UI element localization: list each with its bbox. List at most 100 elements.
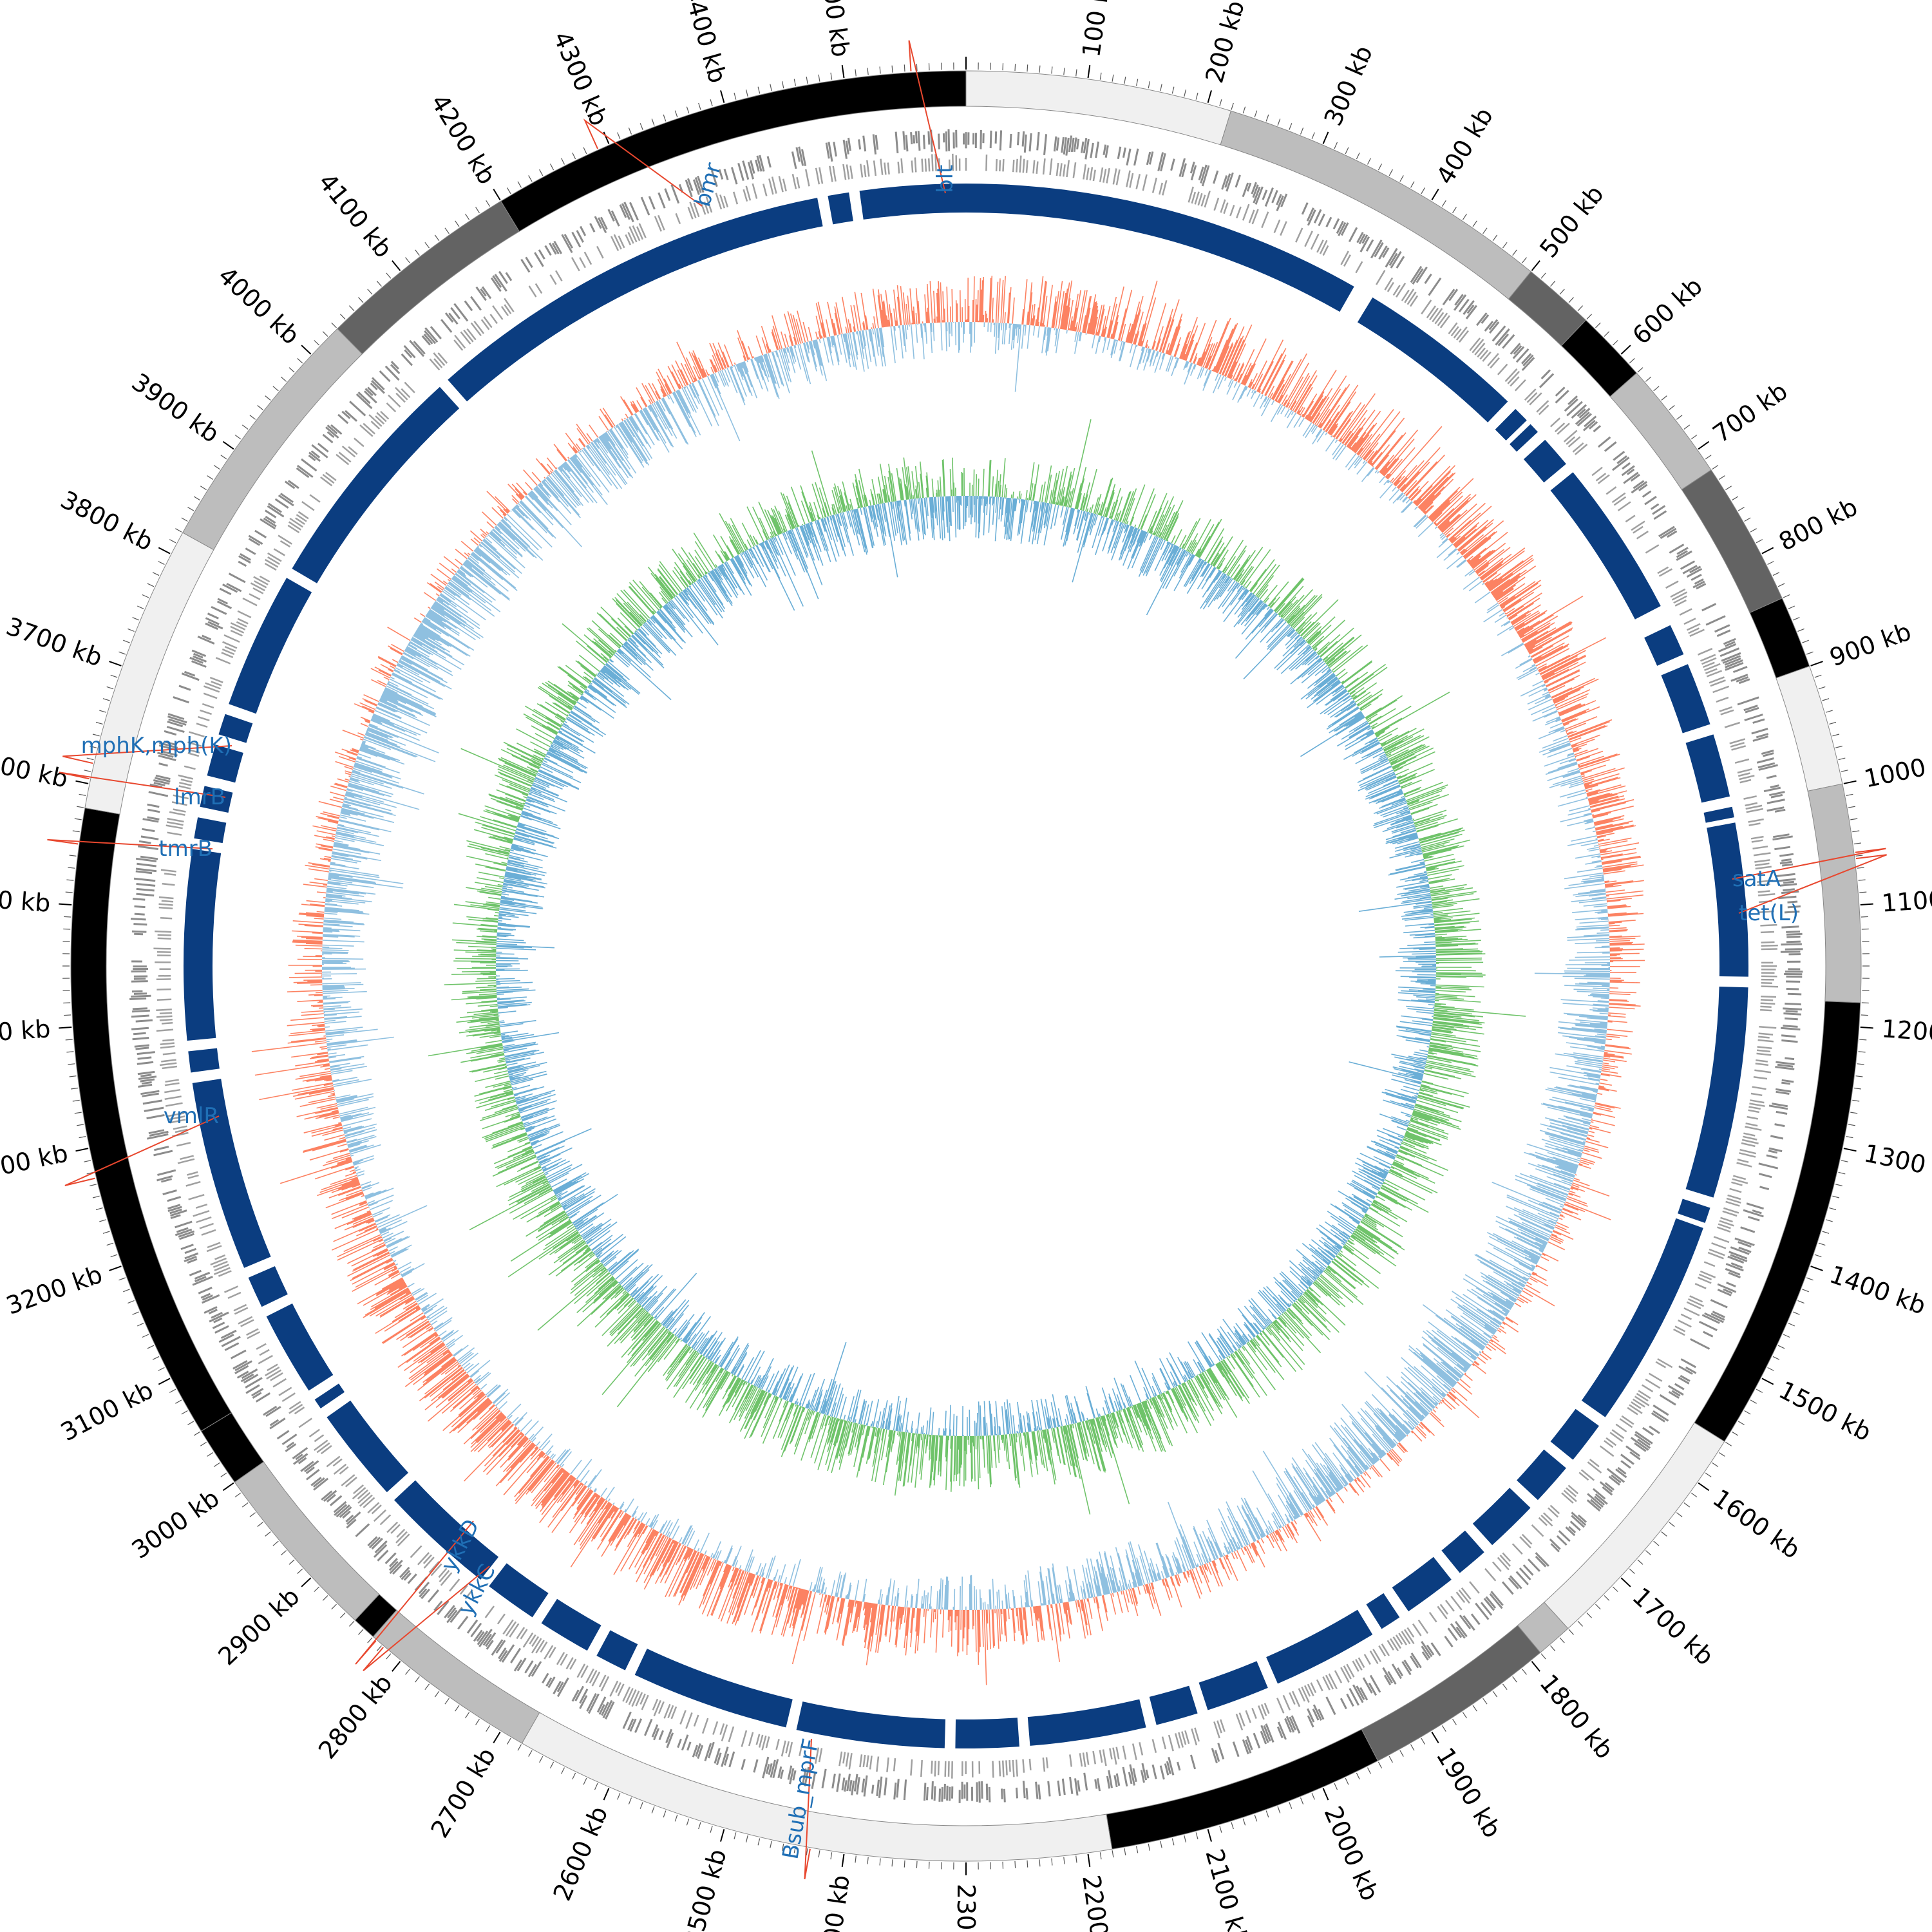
tick-label: 700 kb bbox=[1708, 377, 1793, 448]
gene-label: mphK,mph(K) bbox=[81, 733, 232, 759]
gene-label: lmrB bbox=[174, 784, 225, 810]
annotation-leader-line bbox=[908, 40, 946, 194]
tick-label: 3900 kb bbox=[127, 368, 225, 448]
annotation-leader-line bbox=[62, 745, 232, 764]
tick-label: 3700 kb bbox=[3, 612, 106, 672]
blue-block-30 bbox=[394, 1480, 499, 1580]
tick-label: 4500 kb bbox=[813, 0, 855, 59]
annotation-leader-line bbox=[1738, 854, 1887, 914]
blue-block-ring bbox=[184, 184, 1749, 1749]
major-ticks bbox=[59, 57, 1873, 1875]
tick-label: 1000 kb bbox=[1862, 745, 1932, 793]
blue-block-12 bbox=[1678, 1198, 1710, 1224]
blue-block-11 bbox=[1685, 986, 1748, 1198]
blue-block-23 bbox=[1027, 1699, 1146, 1746]
annotation-leader-line bbox=[583, 118, 703, 207]
blue-block-29 bbox=[489, 1563, 549, 1618]
blue-block-43 bbox=[292, 386, 460, 583]
blue-block-2 bbox=[1495, 409, 1527, 441]
blue-block-39 bbox=[200, 786, 233, 813]
contig-segment-20 bbox=[84, 532, 214, 815]
blue-block-42 bbox=[229, 578, 312, 714]
gene-label: satA bbox=[1732, 866, 1781, 892]
blue-block-17 bbox=[1441, 1530, 1484, 1573]
minor-ticks bbox=[62, 62, 1870, 1870]
blue-block-33 bbox=[266, 1303, 334, 1391]
track-positive bbox=[428, 419, 1526, 1515]
blue-block-31 bbox=[327, 1400, 409, 1493]
tick-label: 300 kb bbox=[1319, 41, 1378, 129]
contig-segment-0 bbox=[965, 70, 1232, 146]
tick-label: 2100 kb bbox=[1200, 1846, 1254, 1932]
tick-label: 2400 kb bbox=[813, 1873, 855, 1932]
tick-label: 1200 kb bbox=[1880, 1014, 1932, 1049]
tick-label: 2500 kb bbox=[678, 1846, 732, 1932]
blue-block-34 bbox=[248, 1266, 288, 1307]
tick-label: 1800 kb bbox=[1534, 1669, 1619, 1765]
tick-label: 400 kb bbox=[1431, 102, 1499, 189]
tick-label: 2300 kb bbox=[952, 1884, 980, 1932]
contig-segment-7 bbox=[1776, 665, 1843, 791]
blue-block-26 bbox=[634, 1649, 793, 1728]
tick-label: 3500 kb bbox=[0, 882, 52, 917]
blue-block-36 bbox=[188, 1048, 220, 1073]
contig-segment-ring bbox=[70, 70, 1862, 1862]
annotation-leader-line bbox=[59, 772, 226, 798]
tick-label: 1300 kb bbox=[1862, 1139, 1932, 1187]
track-negative bbox=[495, 495, 1437, 1437]
position-ticks bbox=[59, 57, 1873, 1875]
blue-block-4 bbox=[1523, 439, 1566, 483]
tick-label: 2700 kb bbox=[425, 1743, 501, 1842]
tick-label: 1100 kb bbox=[1880, 882, 1932, 917]
tick-label: 3100 kb bbox=[56, 1376, 158, 1446]
gene-density-marks-inner bbox=[153, 153, 1779, 1779]
annotation-leader-line bbox=[1732, 848, 1886, 880]
tick-label: 2600 kb bbox=[547, 1802, 613, 1905]
tick-label: 4400 kb bbox=[678, 0, 732, 86]
track-positive bbox=[251, 276, 1645, 1685]
tick-label: 3300 kb bbox=[0, 1139, 70, 1187]
blue-block-27 bbox=[596, 1630, 638, 1671]
tick-label: 2900 kb bbox=[213, 1582, 305, 1671]
blue-block-37 bbox=[184, 849, 222, 1041]
annotation-leader-line bbox=[47, 838, 213, 849]
blue-block-7 bbox=[1661, 664, 1710, 734]
tick-label: 1900 kb bbox=[1431, 1743, 1507, 1842]
blue-block-16 bbox=[1472, 1488, 1531, 1546]
blue-block-32 bbox=[314, 1383, 345, 1409]
blue-block-10 bbox=[1707, 822, 1749, 977]
blue-block-0 bbox=[966, 184, 1354, 312]
contig-segment-8 bbox=[1807, 783, 1862, 1003]
gc-content-track bbox=[251, 276, 1645, 1685]
tick-label: 4300 kb bbox=[547, 27, 613, 130]
tick-label: 3600 kb bbox=[0, 745, 70, 793]
annotation-leader-line bbox=[64, 1115, 220, 1186]
blue-block-28 bbox=[541, 1598, 601, 1651]
tick-label: 1500 kb bbox=[1774, 1376, 1876, 1446]
blue-block-15 bbox=[1517, 1449, 1566, 1501]
tick-label: 1700 kb bbox=[1627, 1582, 1719, 1671]
tick-label: 900 kb bbox=[1826, 617, 1915, 672]
tick-label: 100 kb bbox=[1077, 0, 1116, 59]
tick-label: 4200 kb bbox=[425, 90, 501, 189]
gene-annotations: bltbmrsatAtet(L)mphK,mph(K)lmrBtmrBvmlRy… bbox=[47, 40, 1887, 1880]
blue-block-18 bbox=[1392, 1557, 1452, 1612]
tick-label: 800 kb bbox=[1774, 493, 1862, 556]
gene-density-track bbox=[129, 129, 1803, 1803]
gene-label: blt bbox=[933, 165, 958, 193]
blue-block-46 bbox=[859, 184, 966, 220]
tick-label: 3400 kb bbox=[0, 1014, 52, 1049]
blue-block-13 bbox=[1581, 1218, 1703, 1417]
gene-density-marks bbox=[129, 129, 1803, 1803]
blue-block-40 bbox=[207, 744, 243, 783]
blue-block-25 bbox=[796, 1701, 946, 1748]
annotation-leader-line bbox=[363, 1566, 490, 1672]
blue-block-41 bbox=[218, 714, 253, 743]
tick-label: 4100 kb bbox=[313, 168, 398, 263]
gene-label: tet(L) bbox=[1739, 900, 1799, 926]
blue-block-38 bbox=[194, 817, 227, 844]
tick-label: 600 kb bbox=[1627, 272, 1708, 350]
gene-label: tmrB bbox=[158, 836, 213, 862]
